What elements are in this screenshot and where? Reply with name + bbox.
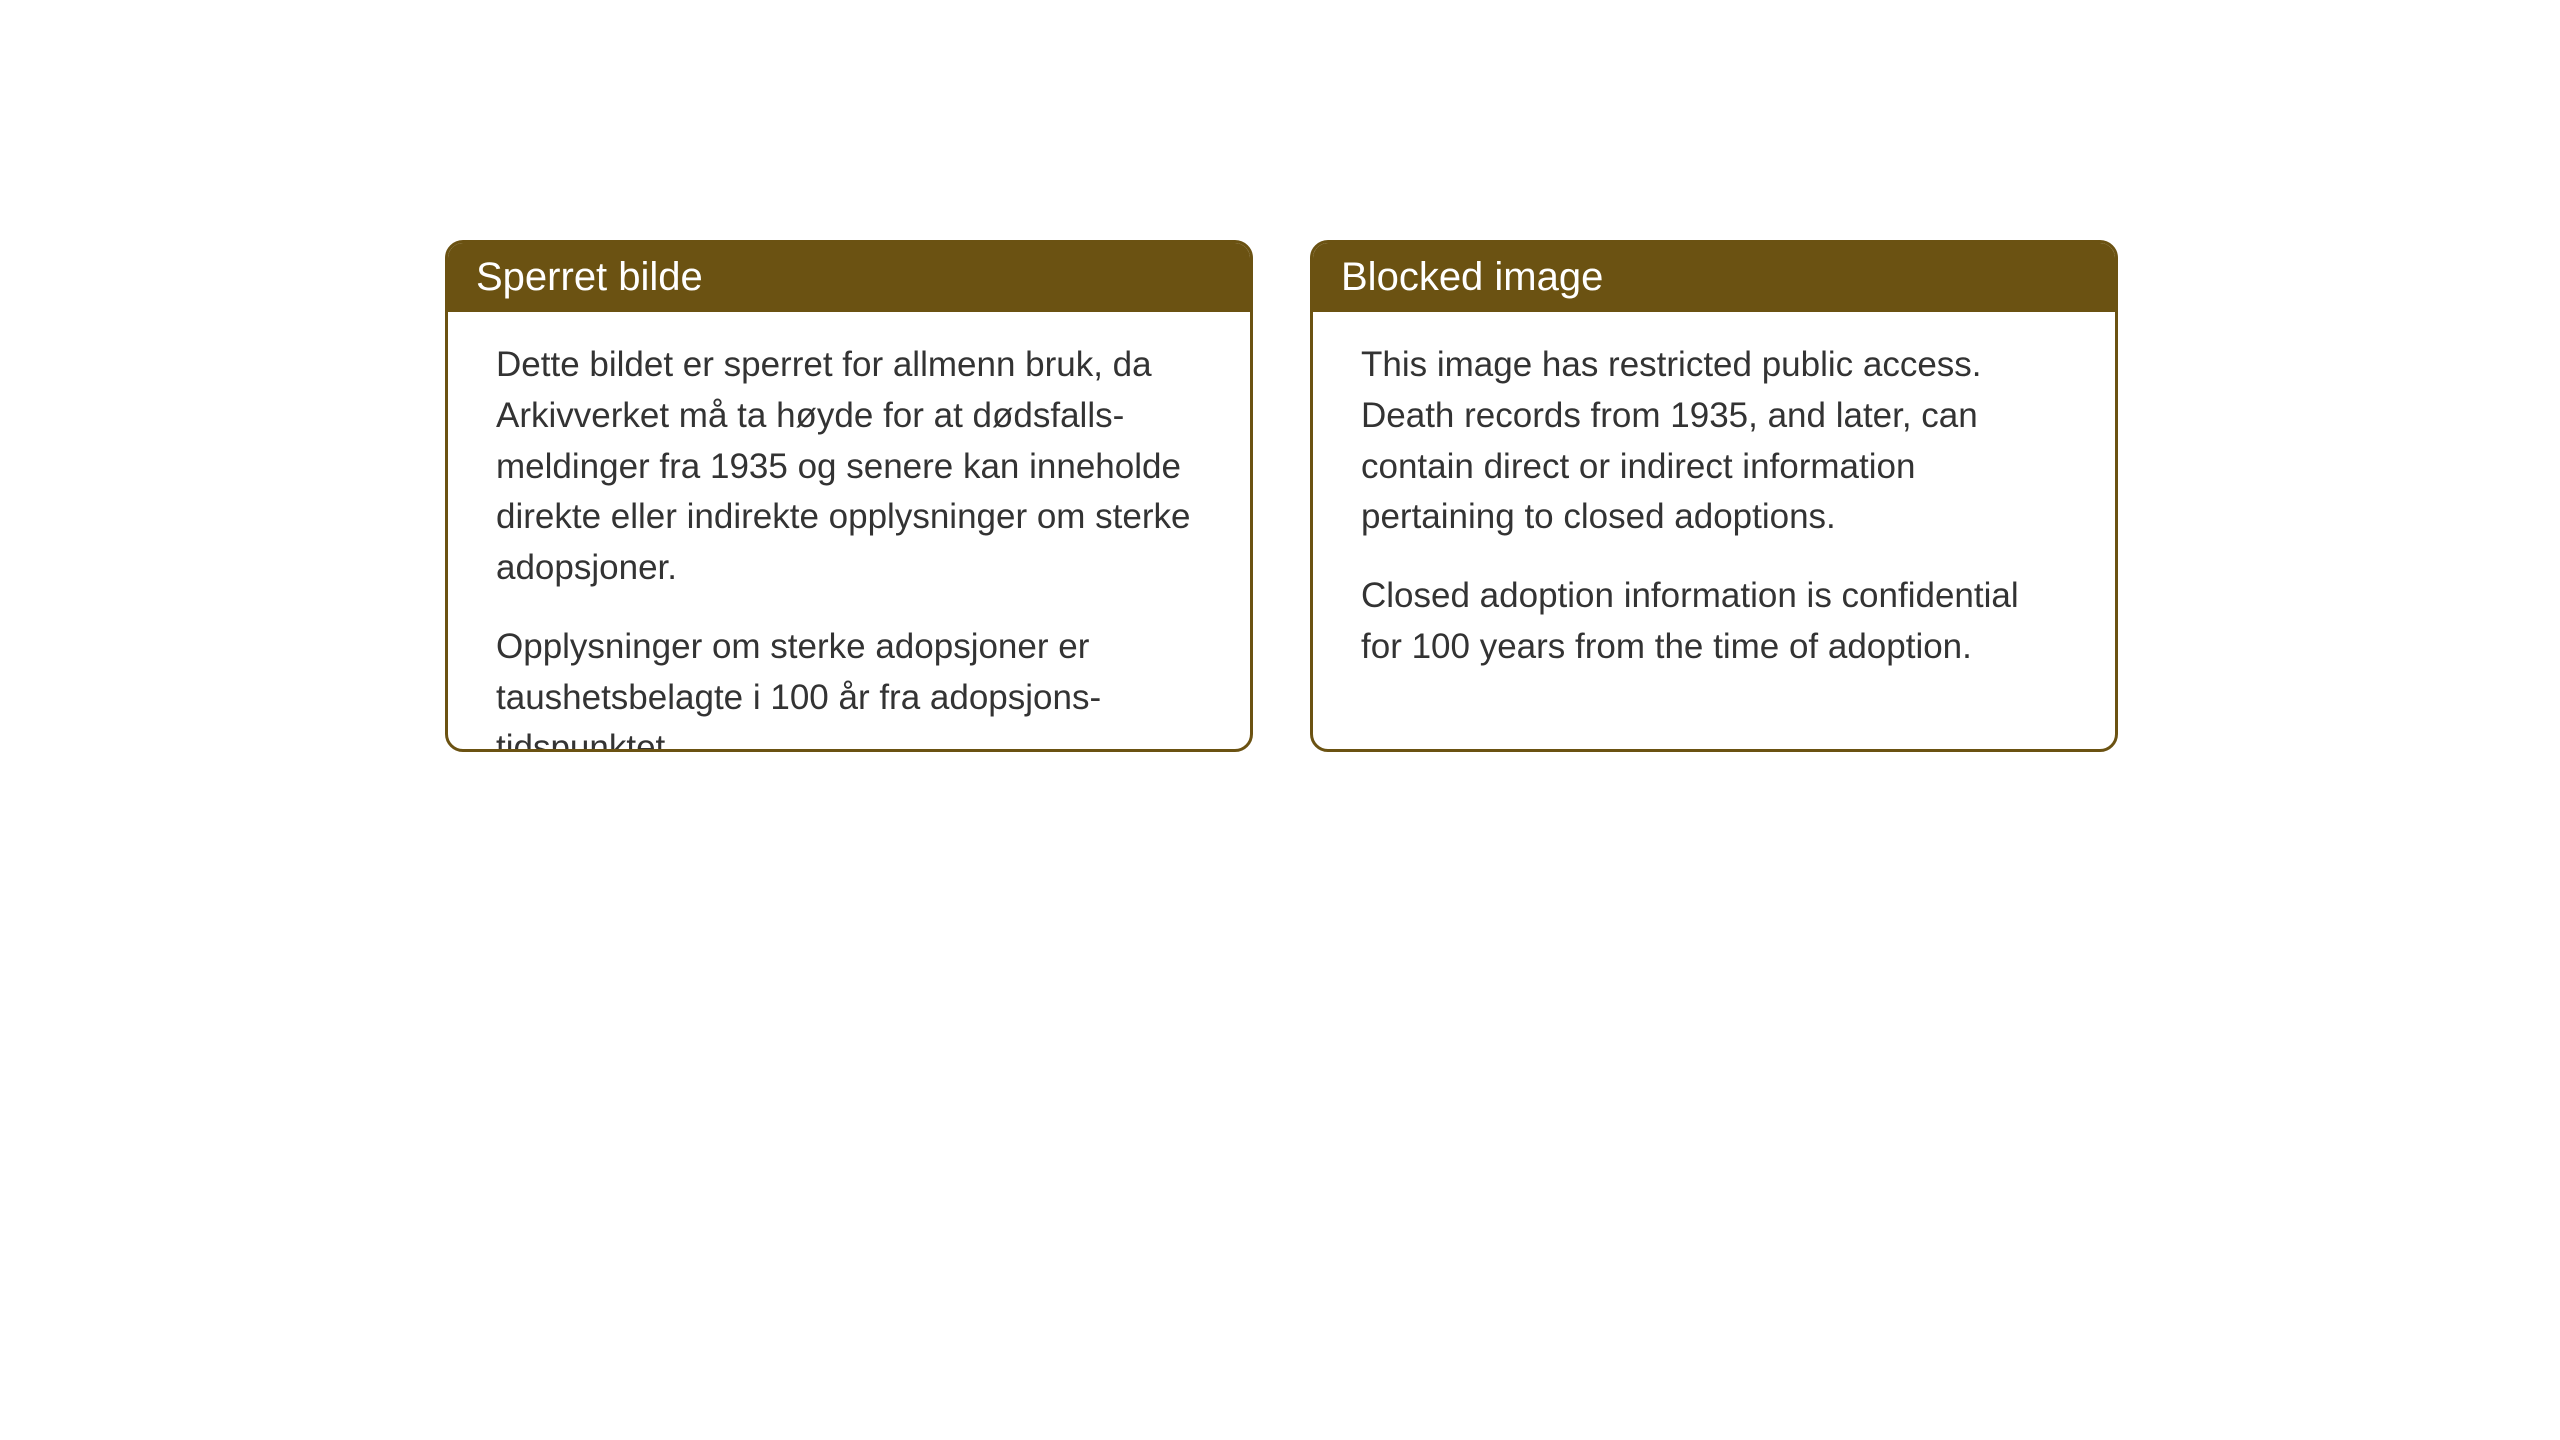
card-norwegian-header: Sperret bilde [448,243,1250,312]
card-english-paragraph2: Closed adoption information is confident… [1361,571,2067,673]
card-english: Blocked image This image has restricted … [1310,240,2118,752]
card-norwegian-paragraph1: Dette bildet er sperret for allmenn bruk… [496,340,1202,594]
card-english-title: Blocked image [1341,255,1603,299]
card-norwegian-title: Sperret bilde [476,255,703,299]
card-english-header: Blocked image [1313,243,2115,312]
card-english-paragraph1: This image has restricted public access.… [1361,340,2067,543]
card-english-body: This image has restricted public access.… [1313,312,2115,701]
card-norwegian-body: Dette bildet er sperret for allmenn bruk… [448,312,1250,752]
card-norwegian-paragraph2: Opplysninger om sterke adopsjoner er tau… [496,622,1202,752]
card-norwegian: Sperret bilde Dette bildet er sperret fo… [445,240,1253,752]
cards-container: Sperret bilde Dette bildet er sperret fo… [445,240,2118,752]
